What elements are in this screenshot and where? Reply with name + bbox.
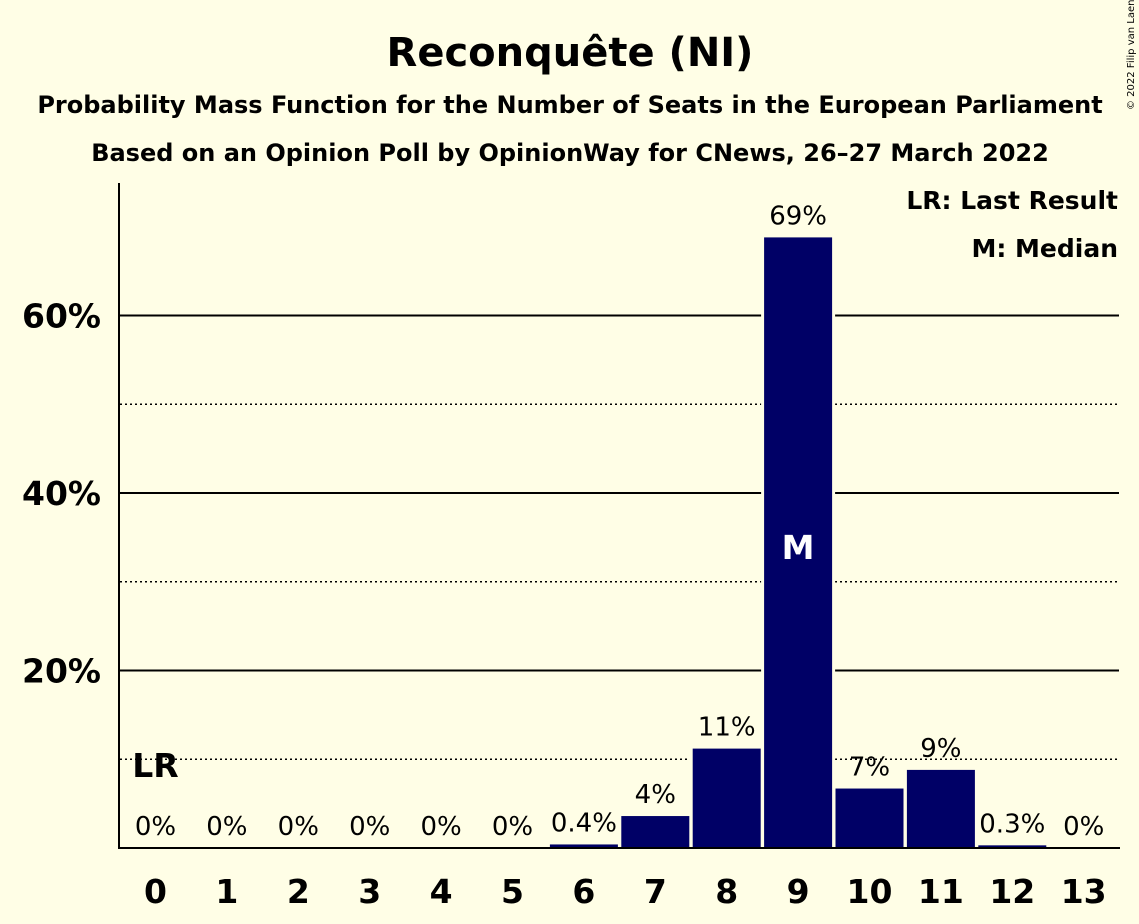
y-tick-label: 60%	[22, 297, 101, 336]
x-tick-label: 1	[215, 872, 238, 911]
bar	[835, 788, 904, 848]
x-tick-label: 4	[430, 872, 453, 911]
y-axis-tick-labels: 20% 40% 60%	[22, 297, 101, 691]
x-tick-label: 0	[144, 872, 167, 911]
bar	[764, 237, 833, 848]
last-result-marker: LR	[132, 746, 178, 785]
median-marker: M	[782, 528, 815, 567]
data-label: 9%	[920, 734, 961, 764]
x-tick-label: 6	[572, 872, 595, 911]
bar	[692, 748, 761, 848]
x-tick-label: 13	[1061, 872, 1107, 911]
bar	[621, 816, 690, 848]
x-tick-label: 2	[287, 872, 310, 911]
data-label: 0.3%	[979, 809, 1045, 839]
gridlines	[120, 314, 1119, 760]
bar-halo	[975, 842, 1050, 848]
data-label: 11%	[698, 713, 756, 743]
chart-subtitle-1: Probability Mass Function for the Number…	[37, 91, 1102, 119]
x-tick-label: 10	[847, 872, 893, 911]
x-axis-tick-labels: 0 1 2 3 4 5 6 7 8 9 10 11 12 13	[144, 872, 1107, 911]
bar	[549, 844, 618, 848]
bars	[546, 234, 1050, 848]
x-tick-label: 9	[787, 872, 810, 911]
data-label: 0%	[349, 812, 390, 842]
x-tick-label: 5	[501, 872, 524, 911]
x-tick-label: 11	[918, 872, 964, 911]
data-label: 0%	[1063, 812, 1104, 842]
copyright-notice: © 2022 Filip van Laenen	[1126, 0, 1137, 110]
chart-subtitle-2: Based on an Opinion Poll by OpinionWay f…	[91, 139, 1049, 167]
x-tick-label: 8	[715, 872, 738, 911]
data-label: 0%	[278, 812, 319, 842]
chart-title: Reconquête (NI)	[387, 30, 754, 76]
legend-last-result: LR: Last Result	[906, 186, 1118, 215]
y-tick-label: 20%	[22, 652, 101, 691]
data-label: 7%	[849, 753, 890, 783]
y-tick-label: 40%	[22, 474, 101, 513]
legend-median: M: Median	[971, 234, 1118, 263]
x-tick-label: 3	[358, 872, 381, 911]
data-label: 4%	[635, 780, 676, 810]
data-label: 0%	[135, 812, 176, 842]
data-label: 0%	[420, 812, 461, 842]
data-label: 0.4%	[551, 808, 617, 838]
data-label: 0%	[206, 812, 247, 842]
x-tick-label: 12	[989, 872, 1035, 911]
x-tick-label: 7	[644, 872, 667, 911]
bar	[978, 845, 1047, 848]
bar	[906, 769, 975, 848]
data-label: 69%	[769, 201, 827, 231]
data-label: 0%	[492, 812, 533, 842]
data-labels: 0% 0% 0% 0% 0% 0% 0.4% 4% 11% 69% 7% 9% 0.3% 0% M LR	[132, 201, 1104, 842]
